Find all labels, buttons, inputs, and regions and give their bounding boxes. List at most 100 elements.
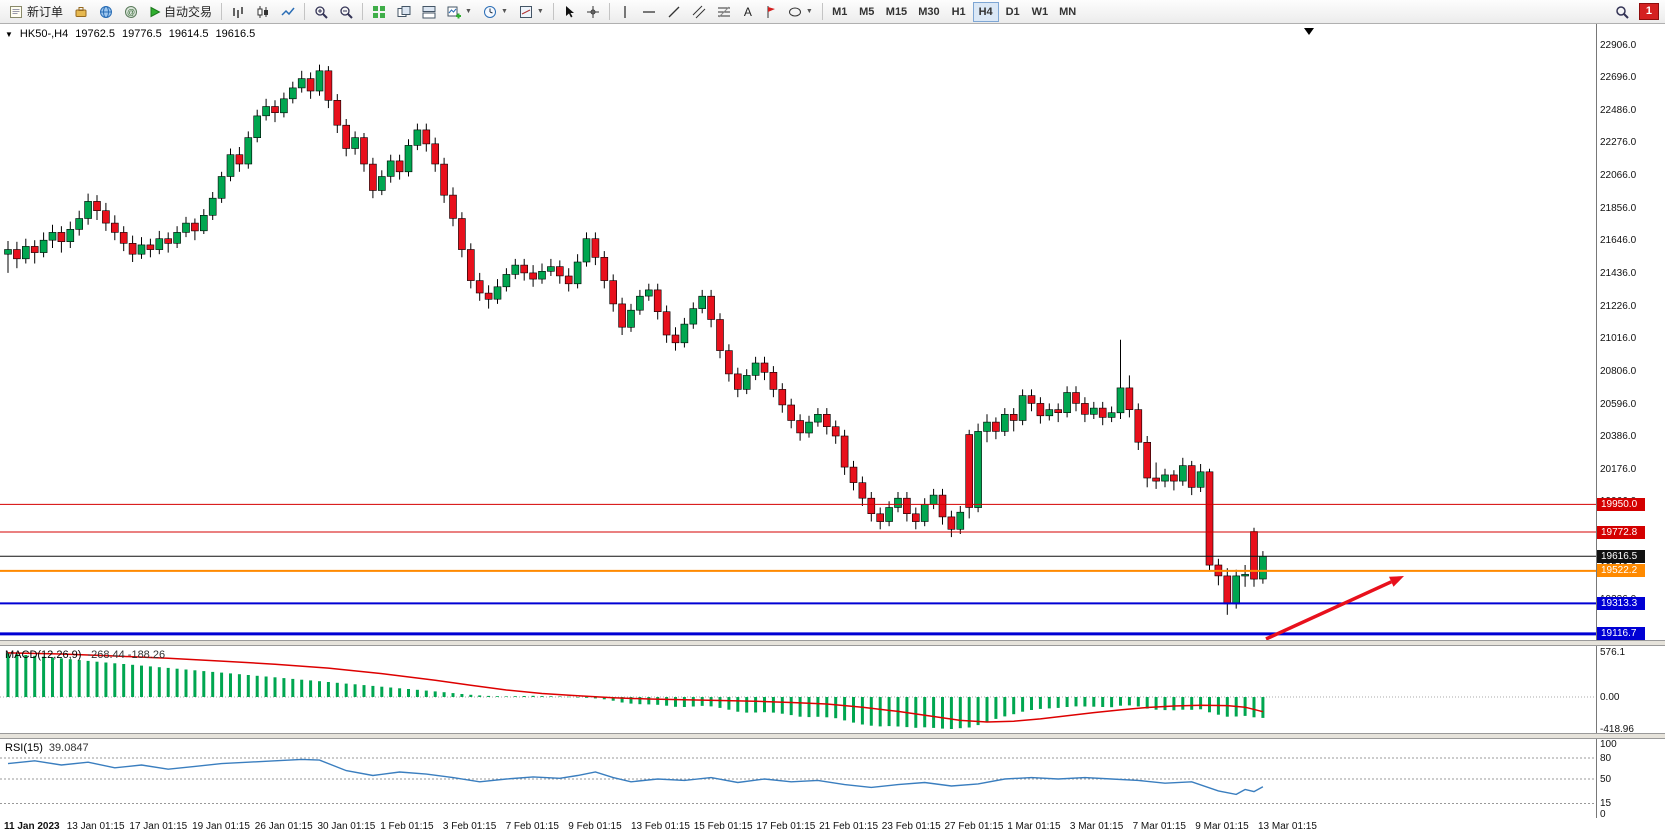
candlesticks [4,64,1267,615]
cascade-windows-button[interactable] [392,2,416,22]
toolbar-separator [821,3,823,20]
zoom-out-button[interactable] [334,2,358,22]
macd-scale-label: 576.1 [1600,646,1626,658]
macd-scale-label: 0.00 [1600,691,1620,703]
macd-scale-label: -418.96 [1600,724,1634,736]
time-tick-label: 1 Feb 01:15 [380,821,434,832]
shapes-button[interactable]: ▼ [783,2,818,22]
time-tick-label: 19 Jan 01:15 [192,821,250,832]
timeframe-m30[interactable]: M30 [913,2,944,22]
level-lines[interactable] [0,503,1596,636]
price-tick-label: 20596.0 [1600,398,1637,410]
time-tick-label: 9 Feb 01:15 [568,821,622,832]
auto-trading-button[interactable]: 自动交易 [144,2,217,22]
price-chart-canvas[interactable] [0,24,1596,640]
trendline-button[interactable] [662,2,686,22]
toolbox-icon-button[interactable] [69,2,93,22]
zoom-in-button[interactable] [309,2,333,22]
channel-button[interactable] [687,2,711,22]
search-button[interactable] [1610,2,1634,22]
timeframe-h1[interactable]: H1 [946,2,972,22]
price-tick-label: 22276.0 [1600,137,1637,149]
time-tick-label: 27 Feb 01:15 [944,821,1004,832]
line-chart-button[interactable] [276,2,300,22]
chart-high-value: 19776.5 [121,28,162,40]
toolbar-separator [608,3,610,20]
rsi-indicator-label: RSI(15) 39.0847 [5,742,89,754]
time-tick-label: 21 Feb 01:15 [819,821,879,832]
chart-open-value: 19762.5 [75,28,115,40]
scroll-marker-icon[interactable] [1304,28,1314,35]
timeframe-m5[interactable]: M5 [854,2,880,22]
bar-chart-icon [231,5,245,19]
new-order-icon [9,5,24,19]
templates-icon [519,5,533,19]
auto-trading-icon [149,6,161,18]
horizontal-line-button[interactable] [637,2,661,22]
tile-windows-button[interactable] [367,2,391,22]
crosshair-button[interactable] [581,2,605,22]
timeframe-d1[interactable]: D1 [1000,2,1026,22]
search-icon [1615,5,1629,19]
community-icon-button[interactable]: @ [119,2,143,22]
price-level-badge: 19313.3 [1597,596,1645,610]
rsi-line [7,758,1264,796]
arrows-button[interactable] [760,2,782,22]
time-tick-label: 3 Mar 01:15 [1069,821,1124,832]
rsi-scale-label: 100 [1600,738,1617,750]
time-tick-label: 17 Jan 01:15 [129,821,188,832]
chart-menu-icon[interactable]: ▼ [5,29,13,39]
templates-button[interactable]: ▼ [514,2,549,22]
vertical-line-button[interactable] [614,2,636,22]
timeframe-mn[interactable]: MN [1054,2,1081,22]
fibonacci-button[interactable] [712,2,736,22]
time-tick-label: 13 Mar 01:15 [1258,821,1317,832]
caret-down-icon: ▼ [805,8,813,15]
time-tick-label: 7 Feb 01:15 [505,821,559,832]
line-chart-icon [281,5,295,19]
bar-chart-button[interactable] [226,2,250,22]
macd-histogram[interactable] [0,646,1596,733]
svg-text:@: @ [127,8,135,17]
time-axis[interactable]: 11 Jan 2023 13 Jan 01:15 17 Jan 01:15 19 Ja… [0,818,1596,840]
periods-button[interactable]: ▼ [478,2,513,22]
timeframe-m1[interactable]: M1 [827,2,853,22]
community-icon-icon: @ [124,5,138,19]
timeframe-w1[interactable]: W1 [1027,2,1054,22]
market-icon-button[interactable] [94,2,118,22]
arrange-windows-button[interactable] [417,2,441,22]
panel-divider-rsi[interactable] [0,733,1665,739]
macd-signal-line [7,652,1264,723]
new-order-button[interactable]: 新订单 [4,2,68,22]
timeframe-m15[interactable]: M15 [881,2,912,22]
new-chart-icon [447,5,462,19]
timeframe-h4[interactable]: H4 [972,1,999,22]
horizontal-line-icon [642,5,656,19]
cursor-button[interactable] [558,2,580,22]
rsi-panel-canvas[interactable] [0,739,1596,818]
crosshair-icon [586,5,600,19]
new-chart-button[interactable]: ▼ [442,2,477,22]
zoom-in-icon [314,5,328,19]
periods-icon [483,5,497,19]
annotation-arrow[interactable] [1265,576,1404,640]
shapes-icon [788,5,802,19]
panel-divider-macd[interactable] [0,640,1665,646]
candlestick-chart[interactable] [0,24,1596,640]
toolbar-separator [304,3,306,20]
rsi-chart[interactable] [0,739,1596,818]
text-button[interactable]: A [737,2,759,22]
rsi-scale-label: 80 [1600,752,1612,764]
candlestick-chart-button[interactable] [251,2,275,22]
main-toolbar: 新订单 @ 自动交易 ▼ ▼ ▼ A ▼ M1 M5 M15 M30 H1 H4 D1 W1 MN 1 [0,0,1665,24]
macd-panel-canvas[interactable] [0,646,1596,733]
rsi-scale-label: 50 [1600,773,1612,785]
price-axis[interactable]: 22906.0 22696.0 22486.0 22276.0 22066.0 21856… [1597,0,1665,840]
time-tick-label: 9 Mar 01:15 [1195,821,1249,832]
rsi-scale-label: 15 [1600,798,1612,809]
chart-ohlc-header: ▼ HK50-,H4 19762.5 19776.5 19614.5 19616… [5,28,255,40]
time-tick-label: 15 Feb 01:15 [693,821,753,832]
toolbar-right-group: 1 [1610,2,1661,22]
price-tick-label: 21646.0 [1600,235,1637,247]
notification-badge[interactable]: 1 [1638,3,1659,20]
